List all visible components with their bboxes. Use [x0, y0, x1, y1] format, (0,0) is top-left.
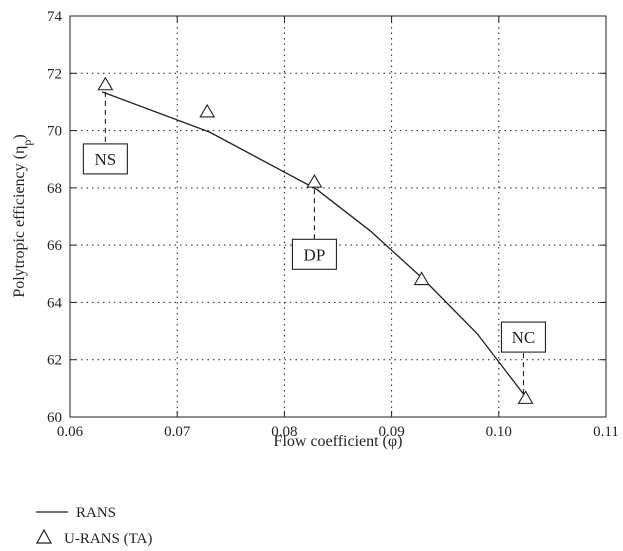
y-tick-label: 62	[47, 353, 62, 369]
urans-triangle-point	[413, 271, 430, 286]
legend-item-urans: U-RANS (TA)	[35, 528, 152, 547]
y-axis-title-close: )	[11, 134, 28, 139]
urans-triangle-point	[199, 103, 216, 118]
x-tick-label: 0.07	[164, 424, 191, 440]
series-line-rans	[101, 91, 525, 395]
legend-triangle-swatch	[35, 528, 53, 544]
plot-frame	[69, 15, 607, 418]
grid	[70, 16, 606, 417]
callout-box-dp	[291, 238, 337, 270]
x-tick-label: 0.08	[271, 424, 297, 440]
x-tick-label: 0.06	[57, 424, 84, 440]
urans-triangle-point	[517, 390, 534, 404]
x-tick-label: 0.09	[378, 424, 404, 440]
y-tick-label: 66	[47, 238, 63, 254]
annotations: NS DP NC	[82, 91, 547, 395]
y-tick-label: 72	[47, 66, 62, 82]
callout-label-dp: DP	[304, 245, 326, 264]
y-tick-label: 68	[47, 181, 62, 197]
y-axis-ticks: 60 62 64 66 68 70 72 74	[47, 9, 606, 426]
x-axis-title: Flow coefficient (φ)	[274, 433, 403, 450]
x-tick-label: 0.11	[593, 424, 619, 440]
callout-label-nc: NC	[512, 328, 536, 347]
urans-triangle-point	[97, 76, 114, 91]
y-axis-title-subscript: p	[20, 140, 34, 146]
series-layer	[97, 76, 534, 404]
legend-label-rans: RANS	[76, 505, 116, 521]
legend: RANS U-RANS (TA)	[35, 505, 152, 547]
callout-box-ns	[82, 143, 128, 175]
x-tick-label: 0.10	[486, 424, 512, 440]
y-axis-title: Polytropic efficiency (ηp)	[11, 134, 34, 297]
legend-label-urans: U-RANS (TA)	[64, 531, 152, 547]
y-axis-title-main: Polytropic efficiency (η	[11, 146, 28, 298]
legend-item-rans: RANS	[36, 505, 116, 521]
callout-label-ns: NS	[95, 150, 117, 169]
urans-triangle-point	[306, 174, 323, 188]
y-tick-label: 60	[47, 410, 62, 426]
y-tick-label: 64	[47, 295, 63, 311]
y-tick-label: 74	[47, 9, 63, 25]
x-axis-ticks: 0.06 0.07 0.08 0.09 0.10 0.11	[57, 16, 619, 440]
callout-box-nc	[500, 321, 547, 353]
y-tick-label: 70	[47, 124, 62, 140]
